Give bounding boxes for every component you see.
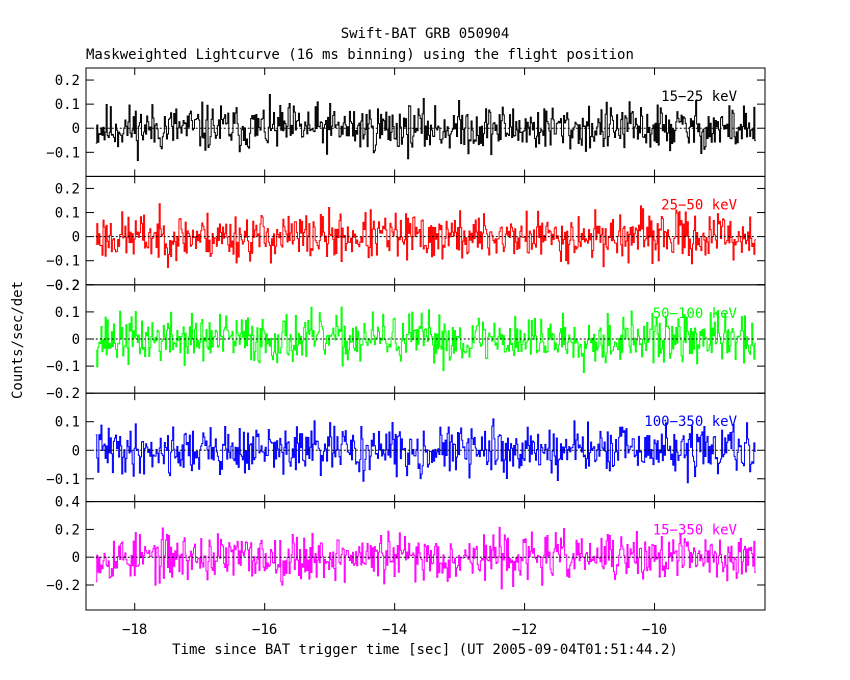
chart-title: Swift-BAT GRB 050904 [341, 26, 510, 42]
series-line-2 [95, 306, 756, 374]
y-tick-label: −0.2 [46, 578, 80, 594]
y-tick-label: −0.1 [46, 254, 80, 270]
y-tick-label: 0.2 [55, 522, 80, 538]
y-tick-label: 0 [72, 332, 80, 348]
x-tick-label: −18 [122, 622, 147, 638]
x-tick-label: −12 [512, 622, 537, 638]
band-label-1: 25−50 keV [661, 197, 737, 213]
y-tick-label: 0 [72, 230, 80, 246]
band-label-2: 50−100 keV [653, 306, 738, 322]
chart-subtitle: Maskweighted Lightcurve (16 ms binning) … [86, 47, 634, 63]
y-tick-label: −0.1 [46, 359, 80, 375]
series-line-1 [95, 203, 756, 268]
panel-frame-4 [85, 501, 766, 611]
x-tick-label: −10 [642, 622, 667, 638]
band-label-3: 100−350 keV [644, 414, 737, 430]
x-axis-label: Time since BAT trigger time [sec] (UT 20… [172, 642, 678, 658]
y-tick-label: −0.1 [46, 145, 80, 161]
y-tick-label: −0.2 [46, 386, 80, 402]
band-label-0: 15−25 keV [661, 89, 737, 105]
x-tick-label: −16 [252, 622, 277, 638]
panels-group: −0.1 0 0.1 0.2 15−25 keV −0.2 −0.1 0 0.1 0.2 25−50… [46, 67, 766, 638]
y-tick-label: 0.2 [55, 73, 80, 89]
series-line-4 [95, 526, 756, 590]
y-tick-label: 0.1 [55, 305, 80, 321]
y-tick-label: −0.2 [46, 278, 80, 294]
series-line-0 [95, 94, 756, 162]
y-tick-label: −0.1 [46, 472, 80, 488]
y-tick-label: 0 [72, 443, 80, 459]
y-tick-label: 0 [72, 121, 80, 137]
y-axis-label: Counts/sec/det [10, 281, 26, 399]
series-line-3 [95, 418, 756, 484]
y-tick-label: 0.2 [55, 181, 80, 197]
y-tick-label: 0.1 [55, 97, 80, 113]
x-tick-label: −14 [382, 622, 407, 638]
band-label-4: 15−350 keV [653, 523, 738, 539]
y-tick-label: 0.2 [55, 278, 80, 294]
y-tick-label: 0.1 [55, 206, 80, 222]
y-tick-label: 0.4 [55, 495, 80, 511]
y-tick-label: 0.1 [55, 415, 80, 431]
y-tick-label: 0 [72, 550, 80, 566]
